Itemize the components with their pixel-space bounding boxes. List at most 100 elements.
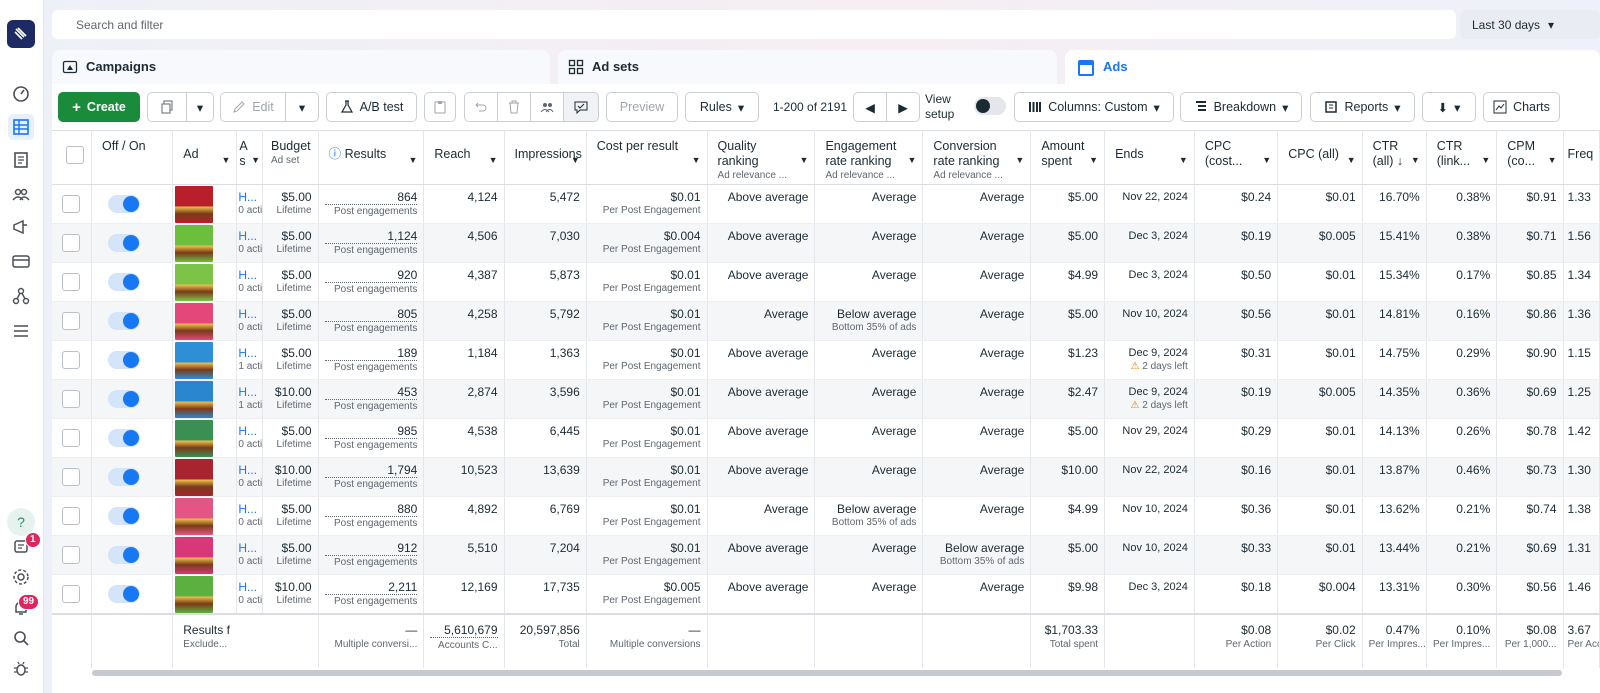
col-header-cpc-all[interactable]: CPC (all) ▼ — [1277, 130, 1363, 185]
megaphone-icon[interactable] — [8, 214, 34, 240]
row-checkbox[interactable] — [62, 546, 80, 564]
col-header-amount-spent[interactable]: Amount spent ▼ — [1030, 130, 1106, 185]
edit-button[interactable]: Edit — [220, 92, 286, 122]
col-header-ends[interactable]: Ends ▼ — [1104, 130, 1195, 185]
results-value[interactable]: 985 — [324, 425, 418, 439]
duplicate-button[interactable] — [147, 92, 187, 122]
col-header-quality-ranking[interactable]: Quality ranking Ad relevance ... ▼ — [707, 130, 816, 185]
columns-dropdown[interactable]: Columns: Custom ▾ — [1014, 92, 1174, 122]
ad-on-off-toggle[interactable] — [108, 390, 141, 408]
report-bug-icon[interactable] — [8, 656, 34, 682]
ad-thumbnail[interactable] — [175, 381, 214, 418]
next-page-button[interactable]: ▶ — [886, 92, 920, 122]
col-header-ad-status[interactable]: A s ▼ — [236, 130, 263, 185]
results-value[interactable]: 920 — [324, 269, 418, 283]
ad-on-off-toggle[interactable] — [108, 585, 141, 603]
results-value[interactable]: 453 — [324, 386, 418, 400]
results-value[interactable]: 912 — [324, 542, 418, 556]
clipboard-button[interactable] — [424, 92, 456, 122]
ad-thumbnail[interactable] — [175, 264, 214, 301]
duplicate-dropdown[interactable]: ▾ — [186, 92, 214, 122]
col-header-ad[interactable]: Ad ▼ — [172, 130, 238, 185]
col-header-reach[interactable]: Reach ▼ — [423, 130, 505, 185]
announcements-icon[interactable] — [8, 533, 34, 559]
row-checkbox[interactable] — [62, 507, 80, 525]
results-value[interactable]: 2,211 — [324, 581, 418, 595]
results-value[interactable]: 805 — [324, 308, 418, 322]
col-header-engagement-ranking[interactable]: Engagement rate ranking Ad relevance ... ▼ — [814, 130, 924, 185]
col-header-budget[interactable]: Budget Ad set — [262, 130, 319, 185]
row-checkbox[interactable] — [62, 429, 80, 447]
row-checkbox[interactable] — [62, 390, 80, 408]
ad-on-off-toggle[interactable] — [108, 351, 141, 369]
col-header-ctr-all[interactable]: CTR (all) ↓ ▼ — [1362, 130, 1427, 185]
col-header-on-off[interactable]: Off / On — [91, 130, 174, 185]
charts-button[interactable]: Charts — [1483, 92, 1560, 122]
results-value[interactable]: 864 — [324, 191, 418, 205]
settings-gear-icon[interactable] — [8, 564, 34, 590]
results-value[interactable]: 1,794 — [324, 464, 418, 478]
help-icon[interactable]: ? — [7, 508, 35, 536]
meta-logo-icon[interactable] — [7, 20, 35, 48]
col-header-conversion-ranking[interactable]: Conversion rate ranking Ad relevance ... ▼ — [922, 130, 1032, 185]
tab-ads[interactable]: Ads — [1065, 50, 1600, 90]
row-checkbox[interactable] — [62, 195, 80, 213]
row-checkbox[interactable] — [62, 273, 80, 291]
ad-on-off-toggle[interactable] — [108, 507, 141, 525]
search-icon[interactable] — [8, 625, 34, 651]
ad-thumbnail[interactable] — [175, 342, 214, 379]
select-all-header[interactable] — [52, 130, 93, 185]
select-all-checkbox[interactable] — [66, 146, 84, 164]
ad-thumbnail[interactable] — [175, 537, 214, 574]
ad-on-off-toggle[interactable] — [108, 312, 141, 330]
col-header-impressions[interactable]: Impressions ▼ — [504, 130, 587, 185]
reports-document-icon[interactable] — [8, 147, 34, 173]
preview-button[interactable]: Preview — [606, 92, 678, 122]
undo-button[interactable] — [464, 92, 498, 122]
results-value[interactable]: 1,124 — [324, 230, 418, 244]
ad-on-off-toggle[interactable] — [108, 546, 141, 564]
info-icon[interactable]: ⓘ — [328, 147, 342, 161]
ad-thumbnail[interactable] — [175, 459, 214, 496]
col-header-cpc[interactable]: CPC (cost... ▼ — [1194, 130, 1279, 185]
audiences-people-icon[interactable] — [8, 181, 34, 207]
row-checkbox[interactable] — [62, 234, 80, 252]
all-tools-menu-icon[interactable] — [8, 318, 34, 344]
horizontal-scrollbar[interactable] — [92, 670, 1562, 676]
row-checkbox[interactable] — [62, 585, 80, 603]
ad-on-off-toggle[interactable] — [108, 195, 141, 213]
ad-on-off-toggle[interactable] — [108, 468, 141, 486]
rules-dropdown[interactable]: Rules ▾ — [685, 92, 759, 122]
ad-thumbnail[interactable] — [175, 498, 214, 535]
review-button[interactable] — [563, 92, 599, 122]
prev-page-button[interactable]: ◀ — [853, 92, 887, 122]
col-header-cost-per-result[interactable]: Cost per result ▼ — [586, 130, 708, 185]
create-button[interactable]: + Create — [58, 92, 140, 122]
ad-on-off-toggle[interactable] — [108, 234, 141, 252]
ad-thumbnail[interactable] — [175, 186, 214, 223]
dashboard-gauge-icon[interactable] — [8, 80, 34, 106]
row-checkbox[interactable] — [62, 351, 80, 369]
delete-button[interactable] — [497, 92, 531, 122]
events-manager-network-icon[interactable] — [8, 283, 34, 309]
row-checkbox[interactable] — [62, 312, 80, 330]
search-filter-bar[interactable]: Search and filter — [52, 10, 1456, 39]
row-checkbox[interactable] — [62, 468, 80, 486]
billing-card-icon[interactable] — [8, 248, 34, 274]
breakdown-dropdown[interactable]: Breakdown ▾ — [1180, 92, 1302, 122]
share-people-button[interactable] — [530, 92, 564, 122]
date-range-dropdown[interactable]: Last 30 days ▾ — [1460, 10, 1600, 39]
ad-thumbnail[interactable] — [175, 303, 214, 340]
col-header-ctr-link[interactable]: CTR (link... ▼ — [1426, 130, 1498, 185]
export-dropdown[interactable]: ⬇ ▾ — [1422, 92, 1476, 122]
